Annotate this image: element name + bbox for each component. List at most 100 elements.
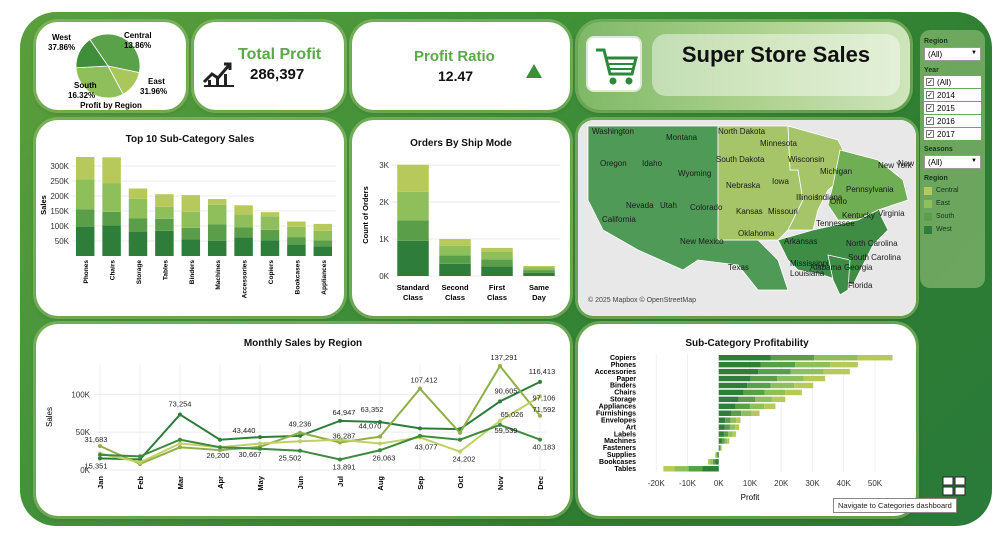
x-tick-label: Standard <box>397 283 430 292</box>
y-tick-label: 2K <box>379 198 389 207</box>
legend-item-east[interactable]: East <box>924 197 981 210</box>
bar-segment <box>523 267 555 271</box>
pie-slice <box>75 65 124 99</box>
x-tick-label: Class <box>487 293 507 302</box>
x-tick-label: Bookcases <box>294 260 301 295</box>
year-option[interactable]: ✓ 2017 <box>924 128 981 140</box>
data-label: 97,106 <box>533 393 556 402</box>
bar-segment <box>287 237 306 245</box>
legend-item-west[interactable]: West <box>924 223 981 236</box>
map-state-label: Pennsylvania <box>846 185 894 194</box>
data-label: 40,183 <box>533 443 556 452</box>
bar-segment <box>707 459 711 465</box>
bar-segment <box>523 272 555 276</box>
x-tick-label: Phones <box>83 260 90 284</box>
pie-label-east: East <box>148 77 165 86</box>
y-tick-label: Phones <box>611 362 636 369</box>
bar-segment <box>481 251 513 260</box>
series-point <box>98 456 102 461</box>
bar-segment <box>719 445 721 451</box>
series-point <box>258 435 262 440</box>
series-point <box>378 448 382 453</box>
x-tick-label: 50K <box>868 479 883 488</box>
title-banner <box>652 34 900 96</box>
x-tick-label: Second <box>441 283 469 292</box>
series-point <box>378 434 382 439</box>
cart-icon-box <box>586 36 642 92</box>
x-tick-label: Machines <box>215 260 222 290</box>
map-state-label: Montana <box>666 133 698 142</box>
series-point <box>298 448 302 453</box>
y-tick-label: 1K <box>379 235 389 244</box>
year-option[interactable]: ✓ 2014 <box>924 89 981 101</box>
subcategory-profitability-chart[interactable]: -20K -10K 0K 10K 20K 30K 40K 50K Profit CopiersPh… <box>578 324 916 516</box>
y-tick-label: 3K <box>379 161 389 170</box>
year-option[interactable]: ✓ (All) <box>924 76 981 88</box>
y-tick-label: Chairs <box>614 390 636 397</box>
y-tick-label: 200K <box>50 192 69 201</box>
x-tick-label: -10K <box>679 479 697 488</box>
bar-segment <box>730 410 742 416</box>
bar-segment <box>721 445 722 451</box>
top-subcategory-sales-chart[interactable]: 50K 100K 150K 200K 250K 300K Phones Chairs Stora… <box>36 120 344 316</box>
bar-segment <box>128 198 148 219</box>
y-tick-label: Appliances <box>599 404 636 411</box>
bar-segment <box>735 424 740 430</box>
bar-segment <box>260 212 280 217</box>
navigate-dashboard-icon[interactable] <box>942 476 968 498</box>
seasons-filter-dropdown[interactable]: (All) ▼ <box>924 155 981 169</box>
pie-slice <box>89 33 141 74</box>
bar-segment <box>481 259 513 267</box>
x-tick-label: Appliances <box>321 260 328 295</box>
y-tick-label: Machines <box>604 438 636 445</box>
x-tick-label: Chairs <box>110 260 117 281</box>
map-state-label: North Carolina <box>846 239 898 248</box>
map-state-label: North Dakota <box>718 127 766 136</box>
bar-segment <box>718 431 724 437</box>
map-state-label: Alabama <box>810 263 842 272</box>
chart-title: Top 10 Sub-Category Sales <box>125 134 255 145</box>
legend-item-central[interactable]: Central <box>924 184 981 197</box>
x-tick-label: Binders <box>189 260 196 285</box>
region-filter-dropdown[interactable]: (All) ▼ <box>924 47 981 61</box>
map-state-label: Oklahoma <box>738 229 775 238</box>
orders-by-ship-mode-chart[interactable]: 0K1K2K3KStandardClassSecondClassFirstCla… <box>352 120 570 316</box>
data-label: 36,287 <box>333 432 356 441</box>
us-sales-map[interactable]: © 2025 Mapbox © OpenStreetMap Washington… <box>578 120 916 316</box>
region-legend-label: Region <box>924 175 948 182</box>
bar-segment <box>207 240 227 256</box>
total-profit-card: Total Profit 286,397 <box>194 22 344 110</box>
series-point <box>338 418 342 423</box>
bar-segment <box>729 424 736 430</box>
region-pie-chart[interactable]: West 37.86% Central 13.86% East 31.96% S… <box>36 22 186 110</box>
bar-segment <box>715 452 717 458</box>
bar-segment <box>128 188 148 199</box>
pie-pct-south: 16.32% <box>68 91 95 100</box>
x-tick-label: Dec <box>536 476 545 490</box>
bar-segment <box>785 389 802 396</box>
chevron-down-icon: ▼ <box>971 50 977 56</box>
data-label: 13,891 <box>333 462 356 471</box>
data-label: 49,236 <box>289 420 312 429</box>
bar-segment <box>728 431 733 437</box>
monthly-sales-chart[interactable]: 0K 50K 100K Jan Feb Mar Apr May Jun Jul Aug Sep Oct N… <box>36 324 570 516</box>
series-point <box>418 386 422 391</box>
series-point <box>418 433 422 438</box>
bar-segment <box>735 403 750 410</box>
pie-label-west: West <box>52 33 71 42</box>
bar-segment <box>747 382 771 389</box>
bar-segment <box>718 396 739 403</box>
bar-segment <box>397 164 429 192</box>
legend-label: Central <box>936 187 959 194</box>
series-point <box>498 418 502 423</box>
year-option[interactable]: ✓ 2015 <box>924 102 981 114</box>
bar-segment <box>718 410 731 416</box>
bar-segment <box>260 216 280 230</box>
y-tick-label: Storage <box>610 397 636 404</box>
bar-segment <box>718 361 761 368</box>
bar-segment <box>830 361 858 368</box>
legend-item-south[interactable]: South <box>924 210 981 223</box>
year-option[interactable]: ✓ 2016 <box>924 115 981 127</box>
bar-segment <box>313 230 333 241</box>
y-tick-label: Copiers <box>610 355 636 362</box>
